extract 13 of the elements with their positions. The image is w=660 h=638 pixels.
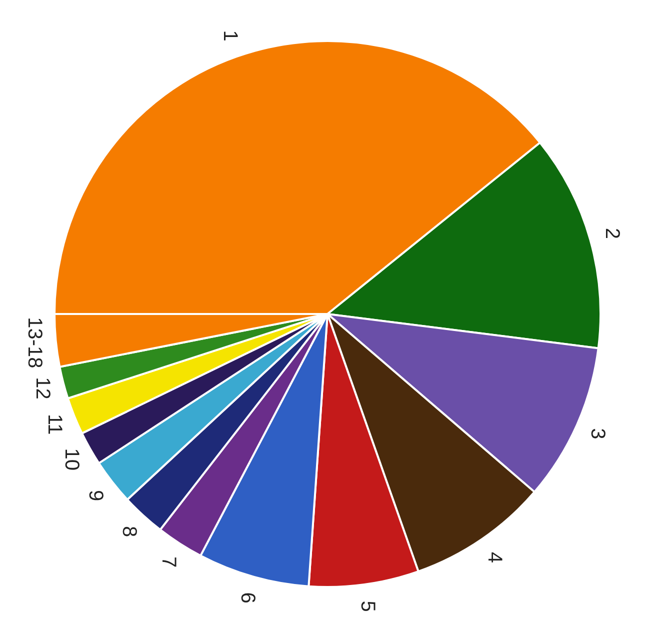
slice-label: 11 xyxy=(43,414,66,435)
slice-label: 12 xyxy=(31,377,54,400)
slice-label: 1 xyxy=(218,30,241,42)
slice-label: 9 xyxy=(84,490,106,502)
slice-label: 10 xyxy=(60,448,82,470)
slice-label: 6 xyxy=(236,592,258,604)
slice-label: 3 xyxy=(586,428,609,440)
slice-label: 4 xyxy=(484,552,506,564)
slice-label: 7 xyxy=(157,556,180,568)
slice-label: 2 xyxy=(600,228,623,240)
slice-label: 5 xyxy=(356,600,379,612)
slice-label: 8 xyxy=(118,526,140,538)
slice-label: 13-18 xyxy=(23,317,46,368)
